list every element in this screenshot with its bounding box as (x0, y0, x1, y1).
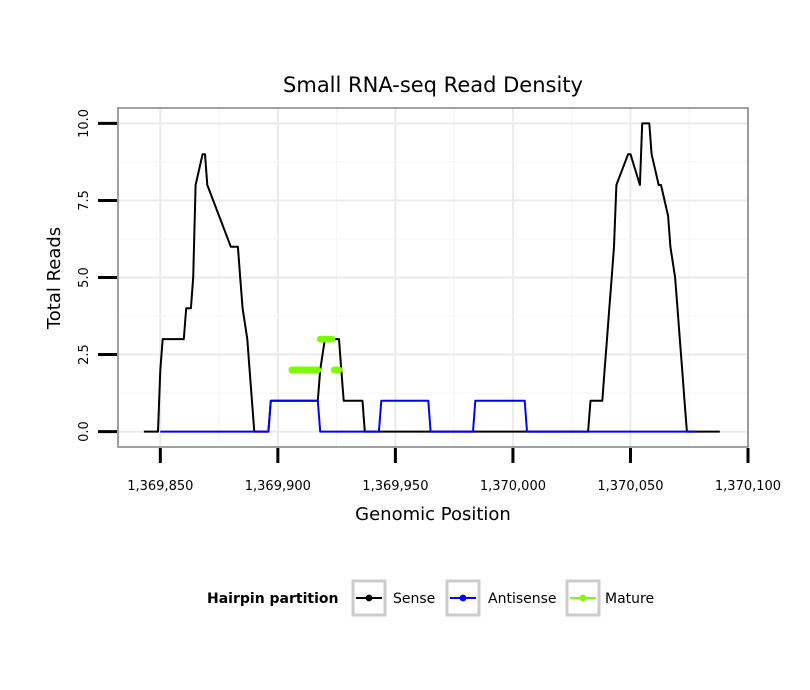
y-tick-label: 5.0 (77, 267, 92, 288)
chart-title: Small RNA-seq Read Density (283, 73, 583, 97)
mature-point (328, 335, 336, 343)
series-antisense-line (160, 399, 697, 433)
legend-label-mature: Mature (605, 591, 654, 607)
y-axis-title: Total Reads (44, 227, 65, 330)
legend-key-point (459, 594, 467, 602)
legend-title: Hairpin partition (207, 591, 338, 607)
legend-key-point (579, 594, 587, 602)
series-mature (288, 335, 343, 374)
x-tick-label: 1,369,950 (362, 479, 428, 494)
x-axis-title: Genomic Position (355, 504, 511, 525)
legend-label-antisense: Antisense (488, 591, 557, 607)
x-tick-label: 1,370,050 (597, 479, 663, 494)
y-tick-label: 10.0 (77, 109, 92, 138)
x-tick-label: 1,369,900 (245, 479, 311, 494)
legend-label-sense: Sense (393, 591, 435, 607)
legend-key-point (365, 594, 373, 602)
x-tick-label: 1,369,850 (127, 479, 193, 494)
x-tick-label: 1,370,000 (480, 479, 546, 494)
panel-border (117, 107, 749, 448)
y-tick-label: 2.5 (77, 344, 92, 365)
axes: 1,369,850 1,369,900 1,369,950 1,370,000 1,37… (77, 109, 781, 494)
y-tick-label: 7.5 (77, 190, 92, 211)
mature-point (314, 366, 322, 374)
x-tick-label: 1,370,100 (715, 479, 781, 494)
mature-point (335, 366, 343, 374)
legend: Hairpin partition Sense Antisense Mature (207, 579, 654, 617)
y-tick-label: 0.0 (77, 421, 92, 442)
series-layer (143, 122, 720, 433)
